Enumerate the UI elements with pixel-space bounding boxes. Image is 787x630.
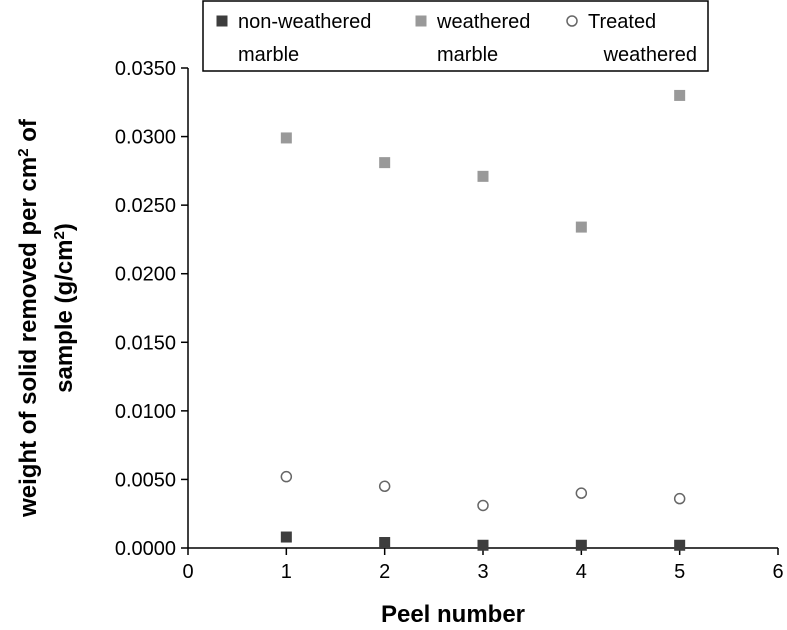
x-tick-label: 2 [379,561,390,583]
data-point [674,89,686,101]
y-axis-title-line1-main: weight of solid removed per cm [15,157,42,518]
legend-label-line2: marble [437,44,498,66]
y-axis-title-line2-main: sample (g/cm [51,239,78,392]
legend-marker [566,15,578,27]
x-tick-label: 0 [182,561,193,583]
y-axis-title-line2-sup: 2 [51,231,68,239]
legend-entry-2: weathered marble [415,11,530,66]
y-axis-title-line2-end: ) [51,223,78,231]
y-axis-title: weight of solid removed per cm2 of sampl… [15,118,79,518]
legend-label-line1: Treated [588,11,656,33]
data-point [477,499,489,512]
data-point [280,132,292,144]
series-2 [280,89,686,233]
y-axis-title-line1-sup: 2 [15,148,32,156]
legend: non-weathered marble weathered marble Treate… [202,0,709,72]
x-tick-label: 1 [281,561,292,583]
y-tick-label: 0.0350 [115,58,176,80]
legend-label-line2: marble [238,44,299,66]
y-tick-label: 0.0150 [115,332,176,354]
series-3 [280,470,686,512]
data-point [280,531,292,543]
legend-marker [216,15,228,27]
legend-label-line2: weathered [603,44,697,66]
x-tick-label: 5 [674,561,685,583]
y-tick-label: 0.0250 [115,195,176,217]
data-point [378,480,391,493]
y-axis-title-line2: sample (g/cm2) [51,223,79,393]
data-point [673,492,686,505]
legend-entry-3: Treated weathered [566,11,697,66]
legend-marker [415,15,427,27]
y-tick-label: 0.0050 [115,469,176,491]
y-axis-title-line1: weight of solid removed per cm2 of [15,118,43,518]
x-axis-title: Peel number [381,601,525,628]
axes [187,68,778,549]
data-point [575,487,588,499]
legend-label-line1: non-weathered [238,11,371,33]
x-ticks: 0 1 2 3 4 5 6 [182,548,784,583]
x-tick-label: 4 [576,561,587,583]
data-point [575,221,587,233]
y-ticks: 0.0000 0.0050 0.0100 0.0150 0.0200 0.0250 0.03… [115,58,188,560]
legend-entry-1: non-weathered marble [216,11,371,66]
y-tick-label: 0.0300 [115,127,176,149]
data-point [477,170,489,182]
x-tick-label: 3 [477,561,488,583]
data-point [379,157,391,169]
y-tick-label: 0.0100 [115,401,176,423]
y-tick-label: 0.0200 [115,264,176,286]
series-1 [280,531,686,551]
x-tick-label: 6 [772,561,783,583]
y-tick-label: 0.0000 [115,538,176,560]
data-points [280,89,686,551]
legend-box [202,0,709,72]
data-point [575,539,587,551]
data-point [379,537,391,549]
data-point [280,470,293,483]
y-axis-title-line1-end: of [15,118,42,148]
data-point [674,539,686,551]
legend-label-line1: weathered [436,11,530,33]
data-point [477,539,489,551]
